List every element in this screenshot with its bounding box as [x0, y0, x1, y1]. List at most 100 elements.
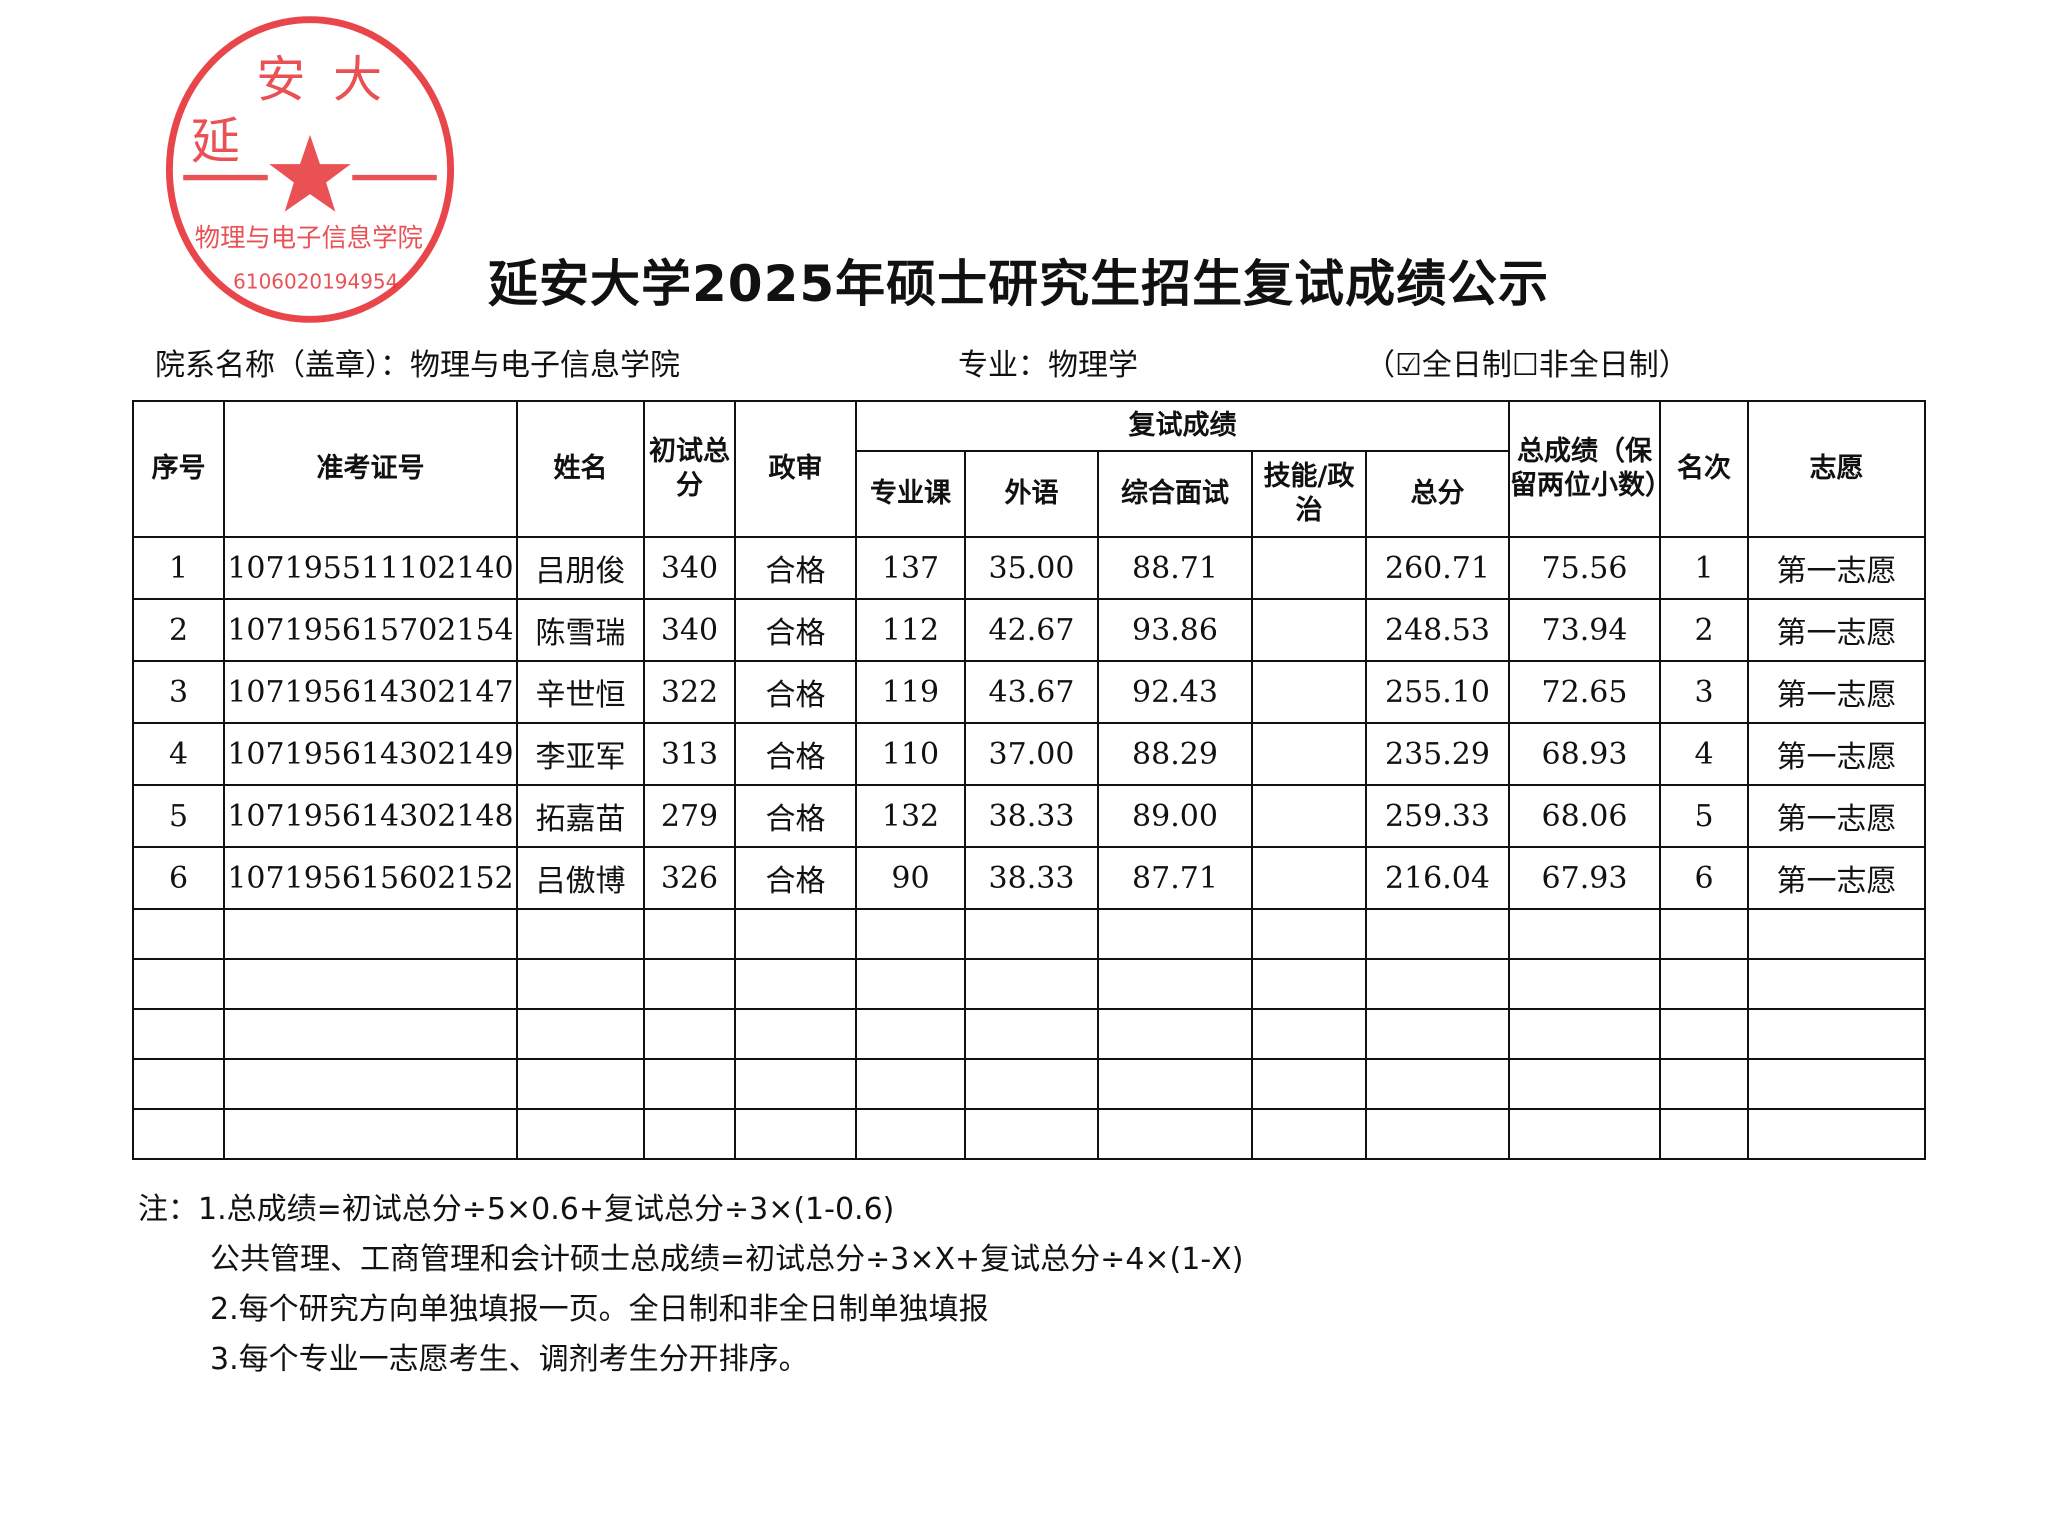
- empty-cell: [132, 1008, 225, 1060]
- cell-prelim: 340: [643, 536, 736, 600]
- svg-text:安: 安: [256, 51, 305, 109]
- cell-rank: 4: [1659, 722, 1749, 786]
- department-line: 院系名称（盖章）：物理与电子信息学院: [155, 340, 680, 384]
- header-foreign: 外语: [964, 450, 1099, 538]
- empty-cell: [223, 1058, 518, 1110]
- cell-choice: 第一志愿: [1747, 722, 1926, 786]
- cell-seq: 2: [132, 598, 225, 662]
- cell-seq: 3: [132, 660, 225, 724]
- empty-cell: [223, 1108, 518, 1160]
- cell-choice: 第一志愿: [1747, 660, 1926, 724]
- page-title: 延安大学2025年硕士研究生招生复试成绩公示: [488, 255, 1550, 313]
- cell-foreign: 42.67: [964, 598, 1099, 662]
- empty-cell: [132, 958, 225, 1010]
- empty-cell: [132, 1058, 225, 1110]
- empty-cell: [516, 1058, 645, 1110]
- cell-interview: 88.29: [1097, 722, 1253, 786]
- empty-cell: [1747, 958, 1926, 1010]
- header-skill: 技能/政治: [1251, 450, 1367, 538]
- cell-name: 吕傲博: [516, 846, 645, 910]
- cell-rtotal: 216.04: [1365, 846, 1510, 910]
- empty-cell: [643, 958, 736, 1010]
- cell-prelim: 340: [643, 598, 736, 662]
- major-line: 专业：物理学: [958, 340, 1138, 384]
- table-row: 5 107195614302148 拓嘉苗 279 合格 132 38.33 89.00 259…: [132, 784, 1926, 848]
- cell-prelim: 279: [643, 784, 736, 848]
- cell-id: 107195615702154: [223, 598, 518, 662]
- empty-cell: [1747, 1108, 1926, 1160]
- cell-major: 119: [855, 660, 966, 724]
- empty-cell: [855, 1008, 966, 1060]
- cell-rank: 1: [1659, 536, 1749, 600]
- empty-cell: [643, 1008, 736, 1060]
- header-total: 总成绩（保留两位小数）: [1508, 400, 1672, 538]
- cell-skill: [1251, 660, 1367, 724]
- cell-total: 73.94: [1508, 598, 1661, 662]
- header-interview: 综合面试: [1097, 450, 1253, 538]
- empty-cell: [964, 1058, 1099, 1110]
- cell-total: 75.56: [1508, 536, 1661, 600]
- table-row: 1 107195511102140 吕朋俊 340 合格 137 35.00 88.71 260…: [132, 536, 1926, 600]
- empty-cell: [964, 958, 1099, 1010]
- cell-id: 107195614302149: [223, 722, 518, 786]
- table-row: 4 107195614302149 李亚军 313 合格 110 37.00 88.29 235…: [132, 722, 1926, 786]
- cell-choice: 第一志愿: [1747, 846, 1926, 910]
- cell-prelim: 326: [643, 846, 736, 910]
- svg-text:物理与电子信息学院: 物理与电子信息学院: [195, 222, 423, 252]
- empty-cell: [1365, 1008, 1510, 1060]
- header-rank: 名次: [1659, 400, 1749, 538]
- major-label: 专业：: [958, 348, 1048, 383]
- cell-pol: 合格: [734, 536, 857, 600]
- svg-text:6106020194954: 6106020194954: [233, 270, 398, 294]
- cell-pol: 合格: [734, 660, 857, 724]
- cell-interview: 87.71: [1097, 846, 1253, 910]
- cell-skill: [1251, 722, 1367, 786]
- header-choice: 志愿: [1747, 400, 1926, 538]
- empty-cell: [1659, 1058, 1749, 1110]
- empty-row: [132, 1108, 1926, 1160]
- cell-interview: 89.00: [1097, 784, 1253, 848]
- empty-cell: [1365, 1058, 1510, 1110]
- header-retest: 复试成绩: [855, 400, 1510, 452]
- empty-row: [132, 908, 1926, 960]
- header-major-course: 专业课: [855, 450, 966, 538]
- empty-cell: [1251, 1008, 1367, 1060]
- cell-rank: 3: [1659, 660, 1749, 724]
- note-2: 2.每个研究方向单独填报一页。全日制和非全日制单独填报: [210, 1292, 989, 1327]
- empty-cell: [516, 958, 645, 1010]
- cell-seq: 1: [132, 536, 225, 600]
- empty-cell: [223, 1008, 518, 1060]
- empty-cell: [132, 908, 225, 960]
- cell-seq: 6: [132, 846, 225, 910]
- cell-name: 李亚军: [516, 722, 645, 786]
- empty-cell: [855, 908, 966, 960]
- cell-major: 137: [855, 536, 966, 600]
- header-retest-total: 总分: [1365, 450, 1510, 538]
- cell-pol: 合格: [734, 722, 857, 786]
- empty-cell: [1251, 958, 1367, 1010]
- official-seal: 延 安 大 物理与电子信息学院 6106020194954: [165, 16, 455, 323]
- empty-cell: [516, 1108, 645, 1160]
- empty-cell: [1508, 1108, 1661, 1160]
- cell-major: 110: [855, 722, 966, 786]
- cell-seq: 5: [132, 784, 225, 848]
- cell-name: 辛世恒: [516, 660, 645, 724]
- empty-cell: [223, 908, 518, 960]
- cell-name: 拓嘉苗: [516, 784, 645, 848]
- note-3: 3.每个专业一志愿考生、调剂考生分开排序。: [210, 1342, 809, 1377]
- empty-cell: [1508, 908, 1661, 960]
- note-1: 注：1.总成绩=初试总分÷5×0.6+复试总分÷3×(1-0.6): [138, 1192, 895, 1227]
- department-value: 物理与电子信息学院: [410, 348, 680, 383]
- empty-cell: [132, 1108, 225, 1160]
- cell-total: 72.65: [1508, 660, 1661, 724]
- empty-cell: [1747, 1058, 1926, 1110]
- cell-skill: [1251, 784, 1367, 848]
- empty-cell: [1747, 1008, 1926, 1060]
- cell-pol: 合格: [734, 784, 857, 848]
- table-row: 3 107195614302147 辛世恒 322 合格 119 43.67 92.43 255…: [132, 660, 1926, 724]
- cell-interview: 93.86: [1097, 598, 1253, 662]
- empty-cell: [1365, 908, 1510, 960]
- empty-cell: [1251, 908, 1367, 960]
- study-mode: （☑全日制☐非全日制）: [1365, 348, 1689, 383]
- empty-cell: [1659, 1108, 1749, 1160]
